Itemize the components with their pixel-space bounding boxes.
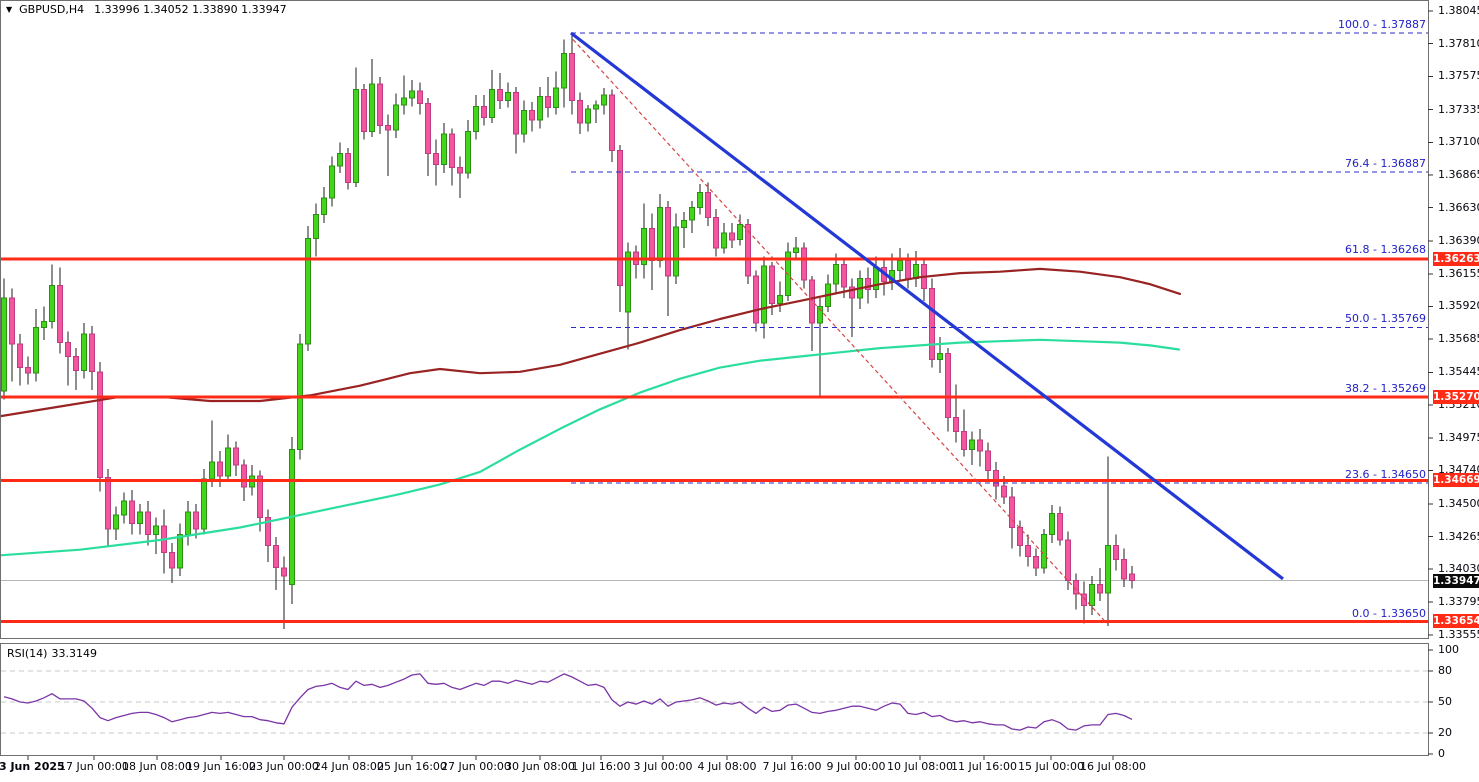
price-tick-label: 1.36630 xyxy=(1438,200,1479,214)
price-tick-label: 1.34975 xyxy=(1438,430,1479,444)
rsi-tick-label: 20 xyxy=(1438,726,1452,740)
price-tick-label: 1.34265 xyxy=(1438,529,1479,543)
time-tick-label: 9 Jul 00:00 xyxy=(826,760,886,773)
rsi-tick-label: 100 xyxy=(1438,643,1459,656)
time-tick-label: 16 Jul 08:00 xyxy=(1080,760,1146,773)
price-tick-label: 1.36865 xyxy=(1438,168,1479,182)
time-tick-label: 27 Jun 00:00 xyxy=(441,760,511,773)
time-tick-label: 3 Jul 00:00 xyxy=(633,760,693,773)
time-tick-label: 25 Jun 16:00 xyxy=(377,760,447,773)
fib-level-label: 23.6 - 1.34650 xyxy=(1345,467,1426,481)
price-tick-label: 1.36155 xyxy=(1438,266,1479,280)
price-tick-label: 1.33555 xyxy=(1438,628,1479,642)
moving-average-fast-teal xyxy=(0,338,1181,557)
time-tick-label: 10 Jul 08:00 xyxy=(887,760,953,773)
symbol-title: GBPUSD,H4 xyxy=(19,3,85,16)
fib-level-label: 0.0 - 1.33650 xyxy=(1352,607,1426,620)
rsi-tick-label: 80 xyxy=(1438,663,1452,677)
price-tick-label: 1.34500 xyxy=(1438,496,1479,510)
fib-level-label: 61.8 - 1.36268 xyxy=(1345,243,1426,257)
descending-blue-trendline xyxy=(570,31,1284,581)
fib-level-label: 76.4 - 1.36887 xyxy=(1345,157,1426,170)
descending-dashed-trendline xyxy=(572,39,1108,624)
time-tick-label: 19 Jun 16:00 xyxy=(186,760,256,773)
level-price-tag: 1.36263 xyxy=(1433,251,1479,266)
candles-group xyxy=(1,33,1135,629)
rsi-value: 33.3149 xyxy=(51,647,97,660)
fib-level-label: 38.2 - 1.35269 xyxy=(1345,381,1426,395)
symbol-dropdown-icon[interactable]: ▼ xyxy=(6,5,13,14)
price-tick-label: 1.34030 xyxy=(1438,562,1479,576)
rsi-tick-label: 0 xyxy=(1438,747,1445,760)
price-tick-label: 1.36390 xyxy=(1438,234,1479,248)
price-tick-label: 1.37575 xyxy=(1438,69,1479,83)
time-tick-label: 17 Jun 00:00 xyxy=(59,760,129,773)
level-price-tag: 1.35270 xyxy=(1433,389,1479,404)
price-tick-label: 1.33795 xyxy=(1438,594,1479,608)
fib-level-label: 100.0 - 1.37887 xyxy=(1338,18,1426,31)
time-tick-label: 18 Jun 08:00 xyxy=(122,760,192,773)
main-panel-border xyxy=(0,0,1429,639)
time-tick-label: 24 Jun 08:00 xyxy=(314,760,384,773)
price-tick-label: 1.35445 xyxy=(1438,365,1479,379)
time-tick-label: 30 Jun 08:00 xyxy=(505,760,575,773)
time-tick-label: 1 Jul 16:00 xyxy=(571,760,631,773)
price-tick-label: 1.35685 xyxy=(1438,332,1479,346)
price-tick-label: 1.38045 xyxy=(1438,4,1479,18)
rsi-panel-border xyxy=(0,643,1429,756)
rsi-name: RSI(14) xyxy=(7,647,48,660)
level-price-tag: 1.33654 xyxy=(1433,614,1479,629)
price-tick-label: 1.35920 xyxy=(1438,299,1479,313)
price-tick-label: 1.37810 xyxy=(1438,36,1479,50)
time-tick-label: 23 Jun 00:00 xyxy=(249,760,319,773)
rsi-indicator-label: RSI(14) 33.3149 xyxy=(7,647,101,660)
time-tick-label: 7 Jul 16:00 xyxy=(762,760,822,773)
time-tick-label: 11 Jul 16:00 xyxy=(951,760,1017,773)
price-tick-label: 1.37335 xyxy=(1438,102,1479,116)
chart-symbol-ohlc-label: ▼ GBPUSD,H4 1.33996 1.34052 1.33890 1.3394… xyxy=(6,3,287,16)
level-price-tag: 1.34669 xyxy=(1433,473,1479,488)
rsi-tick-label: 50 xyxy=(1438,695,1452,708)
time-tick-label: 15 Jul 00:00 xyxy=(1018,760,1084,773)
symbol-ohlc-values: 1.33996 1.34052 1.33890 1.33947 xyxy=(94,3,287,16)
time-tick-label: 4 Jul 08:00 xyxy=(697,760,757,773)
price-tick-label: 1.37100 xyxy=(1438,135,1479,149)
current-price-tag: 1.33947 xyxy=(1433,573,1479,588)
price-tick-label: 1.34740 xyxy=(1438,463,1479,477)
rsi-line xyxy=(3,673,1133,731)
time-tick-label: 13 Jun 2025 xyxy=(0,760,65,773)
moving-average-slow-darkred xyxy=(0,267,1182,418)
fib-level-label: 50.0 - 1.35769 xyxy=(1345,312,1426,326)
